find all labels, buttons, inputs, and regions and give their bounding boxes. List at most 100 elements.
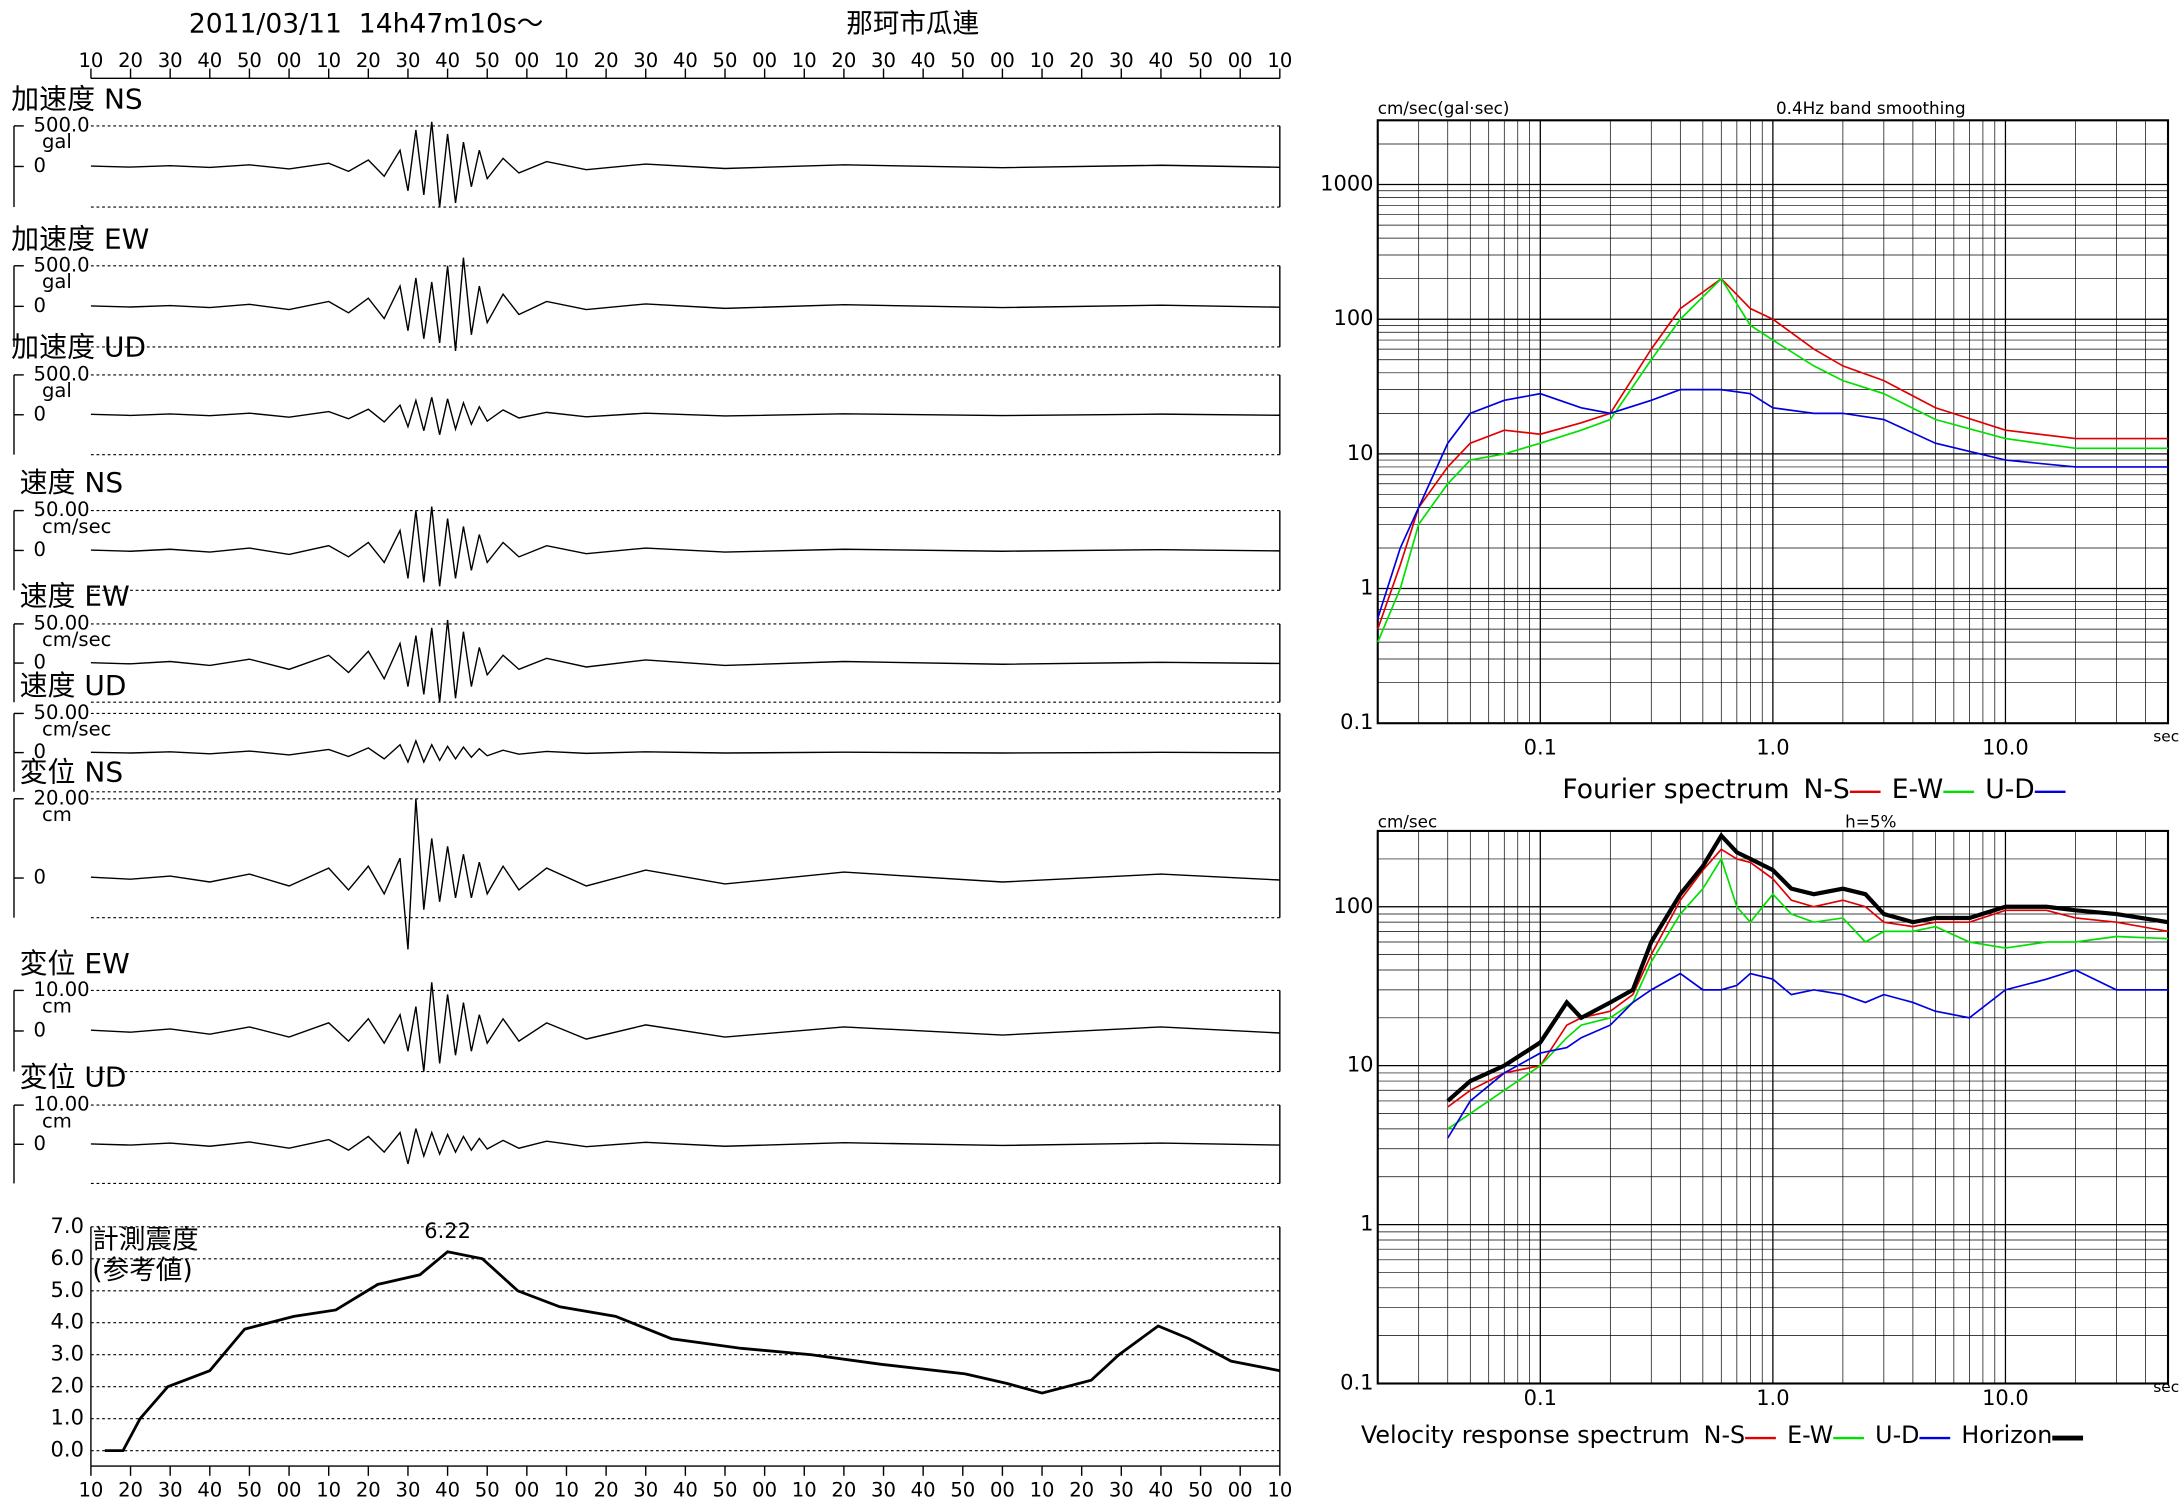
y-tick-label: 0	[34, 740, 46, 763]
time-tick-label: 50	[950, 49, 975, 72]
time-tick-label: 00	[990, 49, 1015, 72]
y-tick-label: 5.0	[51, 1278, 84, 1302]
y-tick-label: 3.0	[51, 1342, 84, 1366]
spectrum-line	[1447, 969, 2169, 1139]
time-tick-label: 10	[792, 49, 817, 72]
spectrum-line	[1447, 848, 2169, 1108]
legend-label: N-S	[1803, 774, 1849, 805]
time-tick-label: 10	[78, 1479, 103, 1501]
y-tick-label: 10	[1347, 1053, 1374, 1077]
y-tick-label: 10.00	[34, 978, 90, 1001]
y-tick-label: 0	[34, 866, 46, 889]
legend-title: Velocity response spectrum	[1361, 1421, 1690, 1449]
panel-title: 加速度 EW	[11, 223, 149, 256]
time-tick-label: 50	[713, 1479, 738, 1501]
time-tick-label: 30	[871, 49, 896, 72]
time-tick-label: 00	[277, 1479, 302, 1501]
spectrum-line	[1447, 856, 2169, 1130]
y-tick-label: 100	[1334, 894, 1374, 918]
panel-title: 速度 NS	[20, 466, 124, 499]
x-tick-label: 1.0	[1756, 735, 1789, 759]
y-axis-label: cm/sec(gal·sec)	[1378, 98, 1510, 118]
y-axis-label: cm/sec	[1378, 812, 1437, 832]
time-tick-label: 20	[1069, 1479, 1094, 1501]
time-tick-label: 40	[197, 49, 222, 72]
time-tick-label: 30	[158, 1479, 183, 1501]
time-tick-label: 20	[356, 1479, 381, 1501]
y-tick-label: 4.0	[51, 1310, 84, 1334]
spectrum-line	[1376, 277, 2169, 630]
y-tick-label: 1000	[1320, 172, 1373, 196]
time-tick-label: 30	[1109, 1479, 1134, 1501]
time-tick-label: 00	[277, 49, 302, 72]
y-tick-label: 500.0	[34, 113, 90, 136]
unit-label: cm/sec	[42, 515, 111, 538]
legend-label: U-D	[1985, 774, 2034, 805]
unit-label: gal	[42, 379, 72, 402]
time-tick-label: 30	[633, 49, 658, 72]
legend-label: N-S	[1704, 1421, 1745, 1449]
legend-label: Horizon	[1961, 1421, 2052, 1449]
intensity-line	[104, 1250, 1281, 1453]
time-tick-label: 10	[316, 1479, 341, 1501]
time-tick-label: 10	[1267, 49, 1292, 72]
time-tick-label: 50	[1188, 49, 1213, 72]
y-tick-label: 50.00	[34, 498, 90, 521]
y-tick-label: 6.0	[51, 1246, 84, 1270]
x-tick-label: 1.0	[1756, 1386, 1789, 1410]
y-tick-label: 500.0	[34, 253, 90, 276]
unit-label: cm/sec	[42, 718, 111, 741]
time-tick-label: 30	[395, 49, 420, 72]
time-tick-label: 10	[554, 49, 579, 72]
time-tick-label: 00	[514, 1479, 539, 1501]
time-tick-label: 50	[713, 49, 738, 72]
y-tick-label: 1.0	[51, 1406, 84, 1430]
time-tick-label: 30	[1109, 49, 1134, 72]
time-tick-label: 30	[871, 1479, 896, 1501]
panel-title: 速度 EW	[20, 579, 130, 612]
y-tick-label: 0	[34, 651, 46, 674]
y-tick-label: 0	[34, 294, 46, 317]
time-tick-label: 30	[158, 49, 183, 72]
legend-label: U-D	[1875, 1421, 1919, 1449]
y-tick-label: 0	[34, 1132, 46, 1155]
subtitle: 0.4Hz band smoothing	[1776, 98, 1966, 118]
time-tick-label: 40	[673, 49, 698, 72]
unit-label: cm	[42, 995, 72, 1018]
y-tick-label: 50.00	[34, 611, 90, 634]
unit-label: gal	[42, 130, 72, 153]
unit-label: cm	[42, 803, 72, 826]
y-tick-label: 0	[34, 538, 46, 561]
time-tick-label: 10	[1030, 49, 1055, 72]
legend-label: E-W	[1892, 774, 1944, 805]
intensity-title: 計測震度	[92, 1224, 198, 1255]
time-tick-label: 50	[237, 1479, 262, 1501]
time-tick-label: 20	[594, 1479, 619, 1501]
panel-title: 加速度 UD	[11, 330, 146, 363]
time-tick-label: 10	[1030, 1479, 1055, 1501]
y-tick-label: 0.1	[1340, 1370, 1373, 1394]
waveform	[90, 257, 1280, 352]
figure-title: 2011/03/11 14h47m10s〜	[189, 9, 543, 40]
x-tick-label: 0.1	[1524, 735, 1557, 759]
time-tick-label: 10	[792, 1479, 817, 1501]
time-tick-label: 20	[118, 1479, 143, 1501]
waveform	[90, 798, 1280, 950]
panel-title: 変位 UD	[20, 1061, 127, 1094]
waveform	[90, 619, 1280, 703]
time-tick-label: 00	[990, 1479, 1015, 1501]
x-tick-label: 10.0	[1982, 735, 2029, 759]
y-tick-label: 50.00	[34, 701, 90, 724]
x-tick-label: 10.0	[1982, 1386, 2029, 1410]
panel-title: 速度 UD	[20, 669, 127, 702]
time-tick-label: 10	[78, 49, 103, 72]
panel-title: 加速度 NS	[11, 83, 142, 116]
waveform	[90, 982, 1280, 1072]
y-tick-label: 7.0	[51, 1214, 84, 1238]
time-tick-label: 40	[673, 1479, 698, 1501]
time-tick-label: 00	[514, 49, 539, 72]
y-tick-label: 0.0	[51, 1438, 84, 1462]
waveform	[90, 738, 1280, 764]
time-tick-label: 50	[950, 1479, 975, 1501]
